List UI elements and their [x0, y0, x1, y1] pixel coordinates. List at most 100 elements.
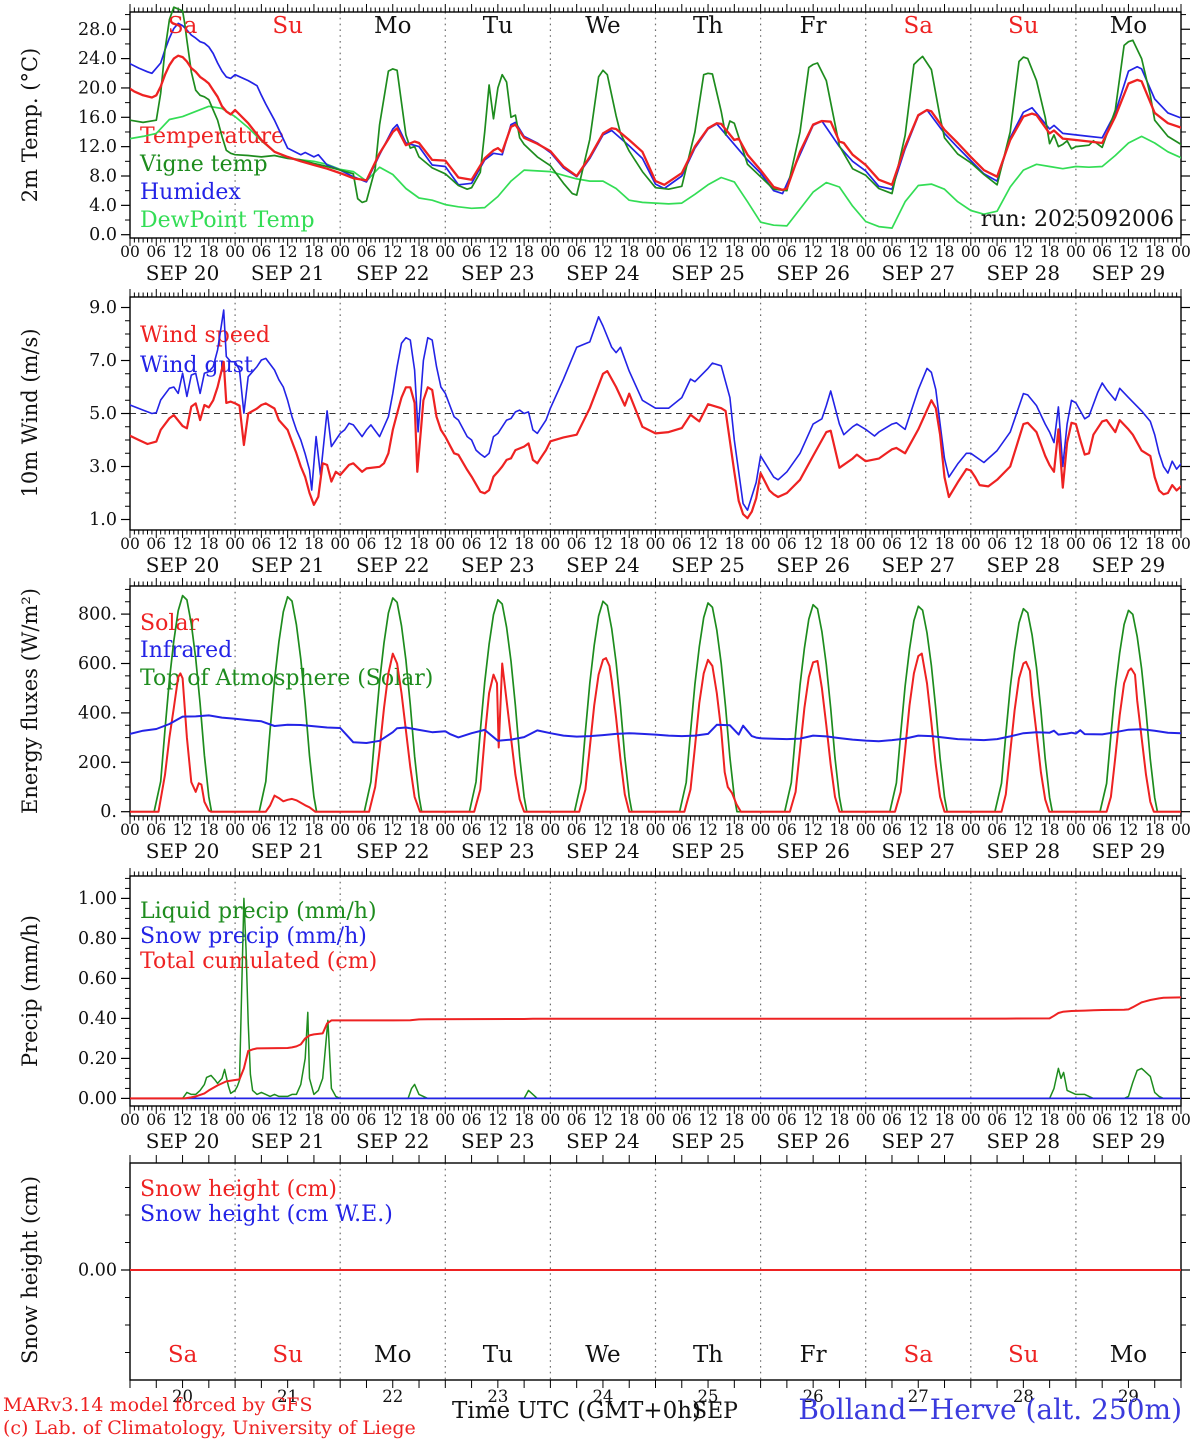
y-tick-label: 5.0: [89, 404, 117, 424]
hour-label: 12: [488, 243, 508, 261]
hour-label: 18: [619, 243, 639, 261]
date-label: SEP 23: [461, 261, 535, 285]
hour-label: 00: [1066, 821, 1086, 839]
hour-label: 18: [409, 1111, 429, 1129]
series-vigne-temp: [130, 6, 1181, 204]
y-tick-label: 8.0: [89, 167, 117, 187]
hour-label: 06: [777, 243, 797, 261]
legend-energy-fluxes-1: Infrared: [140, 638, 232, 663]
hour-label: 12: [173, 243, 193, 261]
date-label: SEP 21: [251, 553, 325, 577]
hour-label: 00: [646, 535, 666, 553]
hour-label: 18: [304, 821, 324, 839]
panel-snow-height: 0.00 Snow height (cm)Snow height (cm W.E.…: [78, 1155, 1190, 1406]
date-label: SEP 25: [671, 553, 745, 577]
hour-label: 00: [856, 243, 876, 261]
hour-label: 06: [462, 1111, 482, 1129]
hour-label: 18: [304, 535, 324, 553]
date-label: SEP 24: [566, 553, 640, 577]
legend-precip-2: Total cumulated (cm): [140, 949, 377, 974]
hour-label: 06: [357, 243, 377, 261]
series-total-cumulated: [130, 996, 1181, 1100]
hour-label: 12: [803, 1111, 823, 1129]
run-label: run: 2025092006: [980, 207, 1174, 232]
series-temperature-2m: [130, 54, 1181, 192]
hour-label: 18: [1145, 1111, 1165, 1129]
hour-label: 12: [383, 1111, 403, 1129]
date-label: SEP 21: [251, 839, 325, 863]
x-axis-month-label: SEP: [692, 1399, 738, 1424]
hour-label: 06: [567, 535, 587, 553]
day-number-label: 26: [803, 1387, 824, 1406]
y-tick-label: 16.0: [78, 108, 117, 128]
hour-label: 18: [1040, 535, 1060, 553]
date-label: SEP 23: [461, 1129, 535, 1153]
hour-label: 18: [935, 821, 955, 839]
date-label: SEP 29: [1092, 553, 1166, 577]
y-tick-label: 600.: [78, 654, 117, 674]
hour-label: 12: [278, 821, 298, 839]
hour-label: 18: [830, 535, 850, 553]
date-label: SEP 25: [671, 839, 745, 863]
hour-label: 06: [987, 1111, 1007, 1129]
y-tick-label: 0.: [100, 802, 117, 822]
panel-frame: [129, 585, 1182, 817]
hour-label: 18: [724, 535, 744, 553]
day-name-label: Th: [693, 13, 723, 39]
date-label: SEP 27: [881, 261, 955, 285]
hour-label: 06: [252, 1111, 272, 1129]
date-label: SEP 29: [1092, 839, 1166, 863]
date-label: SEP 24: [566, 261, 640, 285]
hour-label: 18: [199, 821, 219, 839]
y-axis-title-wind: 10m Wind (m/s): [18, 328, 42, 498]
hour-label: 06: [146, 535, 166, 553]
hour-label: 12: [173, 1111, 193, 1129]
y-tick-label: 800.: [78, 605, 117, 625]
hour-label: 18: [619, 1111, 639, 1129]
day-name-label: Sa: [904, 13, 934, 39]
hour-label: 18: [514, 1111, 534, 1129]
hour-label: 06: [777, 535, 797, 553]
hour-label: 00: [541, 535, 561, 553]
legend-wind-0: Wind speed: [140, 323, 270, 348]
hour-label: 06: [146, 821, 166, 839]
x-axis-title: Time UTC (GMT+0h): [452, 1398, 701, 1424]
day-number-label: 22: [382, 1387, 403, 1406]
hour-label: 06: [462, 243, 482, 261]
series-wind-gust: [130, 309, 1181, 512]
hour-label: 00: [541, 821, 561, 839]
date-label: SEP 23: [461, 553, 535, 577]
date-label: SEP 29: [1092, 261, 1166, 285]
hour-label: 06: [672, 1111, 692, 1129]
hour-label: 00: [435, 243, 455, 261]
hour-label: 18: [1145, 821, 1165, 839]
day-number-label: 27: [908, 1387, 929, 1406]
legend-snow-height-0: Snow height (cm): [140, 1177, 337, 1202]
hour-label: 18: [724, 1111, 744, 1129]
date-label: SEP 22: [356, 261, 430, 285]
day-name-label: We: [585, 1342, 620, 1368]
hour-label: 00: [751, 1111, 771, 1129]
date-label: SEP 21: [251, 261, 325, 285]
series-wind-speed: [130, 360, 1181, 520]
hour-label: 00: [120, 821, 140, 839]
hour-label: 06: [567, 821, 587, 839]
hour-label: 12: [1013, 1111, 1033, 1129]
hour-label: 06: [146, 243, 166, 261]
day-name-label: Sa: [904, 1342, 934, 1368]
hour-label: 18: [619, 535, 639, 553]
hour-label: 00: [1066, 243, 1086, 261]
y-axis-title-precip: Precip (mm/h): [18, 914, 42, 1068]
day-name-label: Sa: [168, 13, 198, 39]
hour-label: 12: [1013, 535, 1033, 553]
hour-label: 06: [882, 243, 902, 261]
hour-label: 18: [514, 535, 534, 553]
hour-label: 00: [646, 243, 666, 261]
day-number-label: 28: [1013, 1387, 1034, 1406]
hour-label: 12: [908, 1111, 928, 1129]
date-label: SEP 20: [146, 839, 220, 863]
hour-label: 06: [567, 243, 587, 261]
hour-label: 18: [619, 821, 639, 839]
